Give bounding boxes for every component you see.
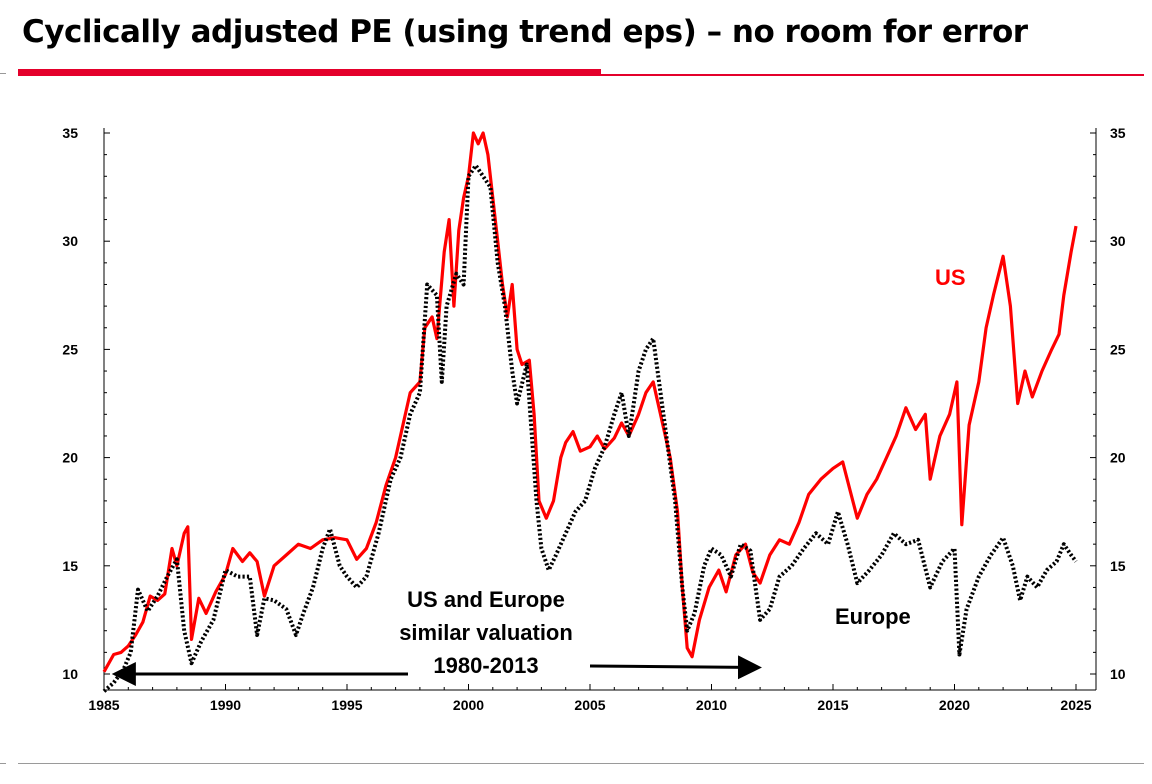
x-tick-label: 1985 bbox=[88, 697, 119, 713]
y-tick-label-left: 10 bbox=[62, 666, 78, 682]
arrow-right bbox=[589, 655, 762, 680]
margin-tick-top bbox=[0, 73, 6, 74]
y-tick-label-right: 30 bbox=[1110, 233, 1126, 249]
y-tick-label-right: 35 bbox=[1110, 125, 1126, 141]
y-tick-label-left: 35 bbox=[62, 125, 78, 141]
x-tick-label: 2000 bbox=[453, 697, 484, 713]
series-line-us bbox=[102, 131, 1078, 673]
y-tick-label-left: 15 bbox=[62, 558, 78, 574]
y-tick-label-right: 15 bbox=[1110, 558, 1126, 574]
margin-tick-bottom bbox=[0, 763, 6, 764]
x-tick-label: 2010 bbox=[696, 697, 727, 713]
x-tick-label: 2020 bbox=[939, 697, 970, 713]
title-underline-accent bbox=[18, 69, 601, 75]
x-tick-label: 1990 bbox=[210, 697, 241, 713]
series-label-europe: Europe bbox=[835, 604, 911, 629]
x-tick-label: 2025 bbox=[1060, 697, 1091, 713]
y-tick-label-left: 20 bbox=[62, 450, 78, 466]
page-title: Cyclically adjusted PE (using trend eps)… bbox=[22, 14, 1028, 50]
annotation-line-3: 1980-2013 bbox=[433, 653, 538, 678]
y-tick-label-left: 30 bbox=[62, 233, 78, 249]
annotation-line-2: similar valuation bbox=[399, 620, 573, 645]
x-tick-label: 2005 bbox=[574, 697, 605, 713]
x-tick-label: 1995 bbox=[331, 697, 362, 713]
y-tick-label-right: 20 bbox=[1110, 450, 1126, 466]
y-tick-label-left: 25 bbox=[62, 341, 78, 357]
series-line-europe bbox=[102, 163, 1078, 693]
annotation-line-1: US and Europe bbox=[407, 587, 565, 612]
series-label-us: US bbox=[935, 265, 966, 290]
y-tick-label-right: 10 bbox=[1110, 666, 1126, 682]
x-tick-label: 2015 bbox=[817, 697, 848, 713]
footer-rule bbox=[18, 763, 1144, 764]
y-tick-label-right: 25 bbox=[1110, 341, 1126, 357]
title-underline bbox=[18, 74, 1144, 76]
